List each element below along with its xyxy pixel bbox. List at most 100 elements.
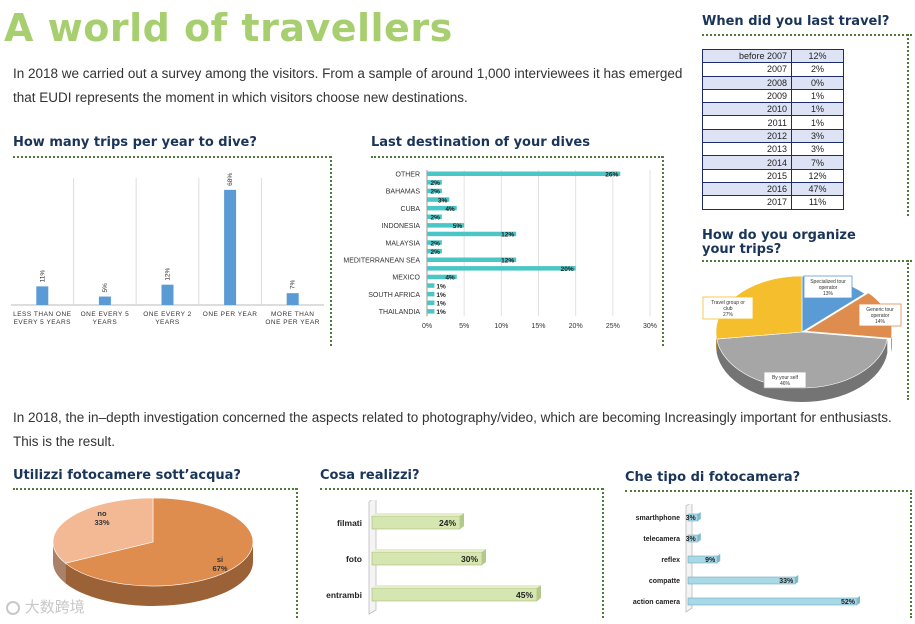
table-row: 2013 3% (702, 142, 844, 157)
camera-type-vdivider (910, 490, 912, 618)
realize-divider (320, 488, 603, 490)
watermark-text: 大数跨境 (24, 598, 85, 616)
camera-use-slice-side (65, 542, 254, 606)
organize-title: How do you organize your trips? (702, 228, 856, 257)
camera-type-data-label: 3% (686, 536, 697, 543)
table-cell-year: 2009 (702, 88, 792, 104)
trips-category-label: YEARS (155, 319, 180, 326)
destination-data-label: 2% (430, 249, 440, 256)
table-cell-value: 1% (791, 88, 844, 104)
organize-vdivider (907, 260, 909, 400)
destination-data-label: 1% (436, 292, 446, 299)
destination-bar (427, 274, 457, 280)
watermark: 大数跨境 (6, 596, 85, 617)
table-cell-value: 1% (791, 102, 844, 117)
realize-title: Cosa realizzi? (320, 468, 420, 483)
table-cell-value: 47% (791, 181, 844, 197)
destination-category-label: INDONESIA (381, 223, 420, 230)
trips-data-label: 68% (227, 173, 234, 186)
realize-vdivider (602, 488, 604, 618)
watermark-logo-icon (6, 600, 20, 615)
destination-category-label: OTHER (396, 172, 421, 179)
organize-slice-label: Generic tour (866, 307, 894, 313)
destination-category-label: THAILANDIA (379, 309, 421, 316)
destination-data-label: 20% (561, 266, 574, 273)
destination-tick-label: 30% (643, 323, 657, 330)
trips-title: How many trips per year to dive? (13, 135, 257, 150)
destination-bar (427, 266, 576, 271)
trips-divider (13, 156, 331, 158)
destination-data-label: 4% (445, 206, 455, 213)
table-row: 2008 0% (702, 75, 844, 90)
destination-bar (427, 248, 442, 254)
camera-type-bar-side (717, 554, 721, 563)
destination-bar (427, 223, 465, 228)
realize-bar-side (460, 513, 464, 529)
destination-data-label: 4% (445, 275, 455, 282)
table-row: before 2007 12% (702, 48, 844, 64)
camera-type-category-label: telecamera (643, 536, 680, 543)
destination-bar (427, 214, 442, 219)
last-travel-vdivider (907, 34, 909, 216)
realize-data-label: 30% (461, 554, 478, 564)
table-row: 2016 47% (702, 181, 844, 197)
destination-data-label: 2% (430, 189, 440, 196)
table-cell-value: 3% (791, 128, 844, 144)
table-row: 2009 1% (702, 88, 844, 104)
camera-type-chart: 3% smarthphone 3% telecamera 9% reflex 33% comp… (633, 504, 860, 613)
destination-bar (427, 300, 435, 305)
realize-bar-side (482, 549, 486, 565)
trips-bar (36, 286, 49, 305)
table-cell-value: 11% (791, 195, 844, 210)
table-cell-value: 7% (791, 155, 844, 170)
trips-category-label: ONE PER YEAR (203, 311, 258, 318)
camera-type-bar (687, 597, 858, 606)
realize-bar-top (372, 585, 541, 588)
page-title: A world of travellers (4, 6, 453, 50)
camera-type-bar-side (697, 512, 701, 521)
camera-use-slice-side (53, 542, 66, 584)
destination-data-label: 12% (501, 258, 514, 265)
destination-bar (427, 257, 517, 262)
destination-bar (427, 231, 517, 237)
camera-use-slice-value: 67% (212, 564, 227, 573)
last-travel-title: When did you last travel? (702, 14, 890, 29)
camera-type-category-label: action camera (633, 599, 680, 606)
organize-slice-side (716, 339, 888, 402)
organize-slice-label: club (723, 306, 732, 312)
destination-data-label: 2% (430, 180, 440, 187)
destination-data-label: 1% (436, 283, 446, 290)
camera-type-data-label: 52% (841, 599, 856, 606)
organize-slice-label: operator (871, 313, 890, 319)
destination-tick-label: 10% (494, 323, 508, 330)
organize-slice-label: By your self (772, 375, 799, 381)
realize-chart: 24% filmati 30% foto 45% entrambi (326, 500, 541, 615)
destination-category-label: CUBA (401, 206, 421, 213)
trips-bar (98, 296, 111, 305)
organize-label-box (763, 371, 807, 389)
organize-divider (702, 260, 912, 262)
last-travel-table: before 2007 12% 2007 2% 2008 0% 2009 1% 2010 1% 20… (702, 48, 844, 210)
destination-data-label: 5% (453, 223, 463, 230)
table-cell-year: 2010 (702, 102, 792, 117)
destination-data-label: 3% (438, 197, 448, 204)
camera-type-category-label: smarthphone (636, 515, 680, 522)
destination-bar (427, 180, 442, 185)
destination-bar (427, 197, 450, 202)
realize-category-label: foto (346, 554, 362, 564)
destination-tick-label: 5% (459, 323, 469, 330)
table-cell-year: 2017 (702, 195, 792, 210)
table-cell-year: 2011 (702, 115, 792, 130)
camera-type-bar-side (795, 575, 799, 584)
table-cell-value: 2% (791, 62, 844, 77)
destination-tick-label: 20% (569, 323, 583, 330)
destination-data-label: 26% (605, 172, 618, 179)
organize-label-box (702, 296, 754, 320)
camera-type-category-label: compatte (649, 578, 680, 585)
realize-bar-top (372, 549, 486, 552)
photo-intro-text: In 2018, the in–depth investigation conc… (13, 410, 892, 449)
destination-divider (371, 156, 663, 158)
intro-text: In 2018 we carried out a survey among th… (13, 66, 683, 105)
